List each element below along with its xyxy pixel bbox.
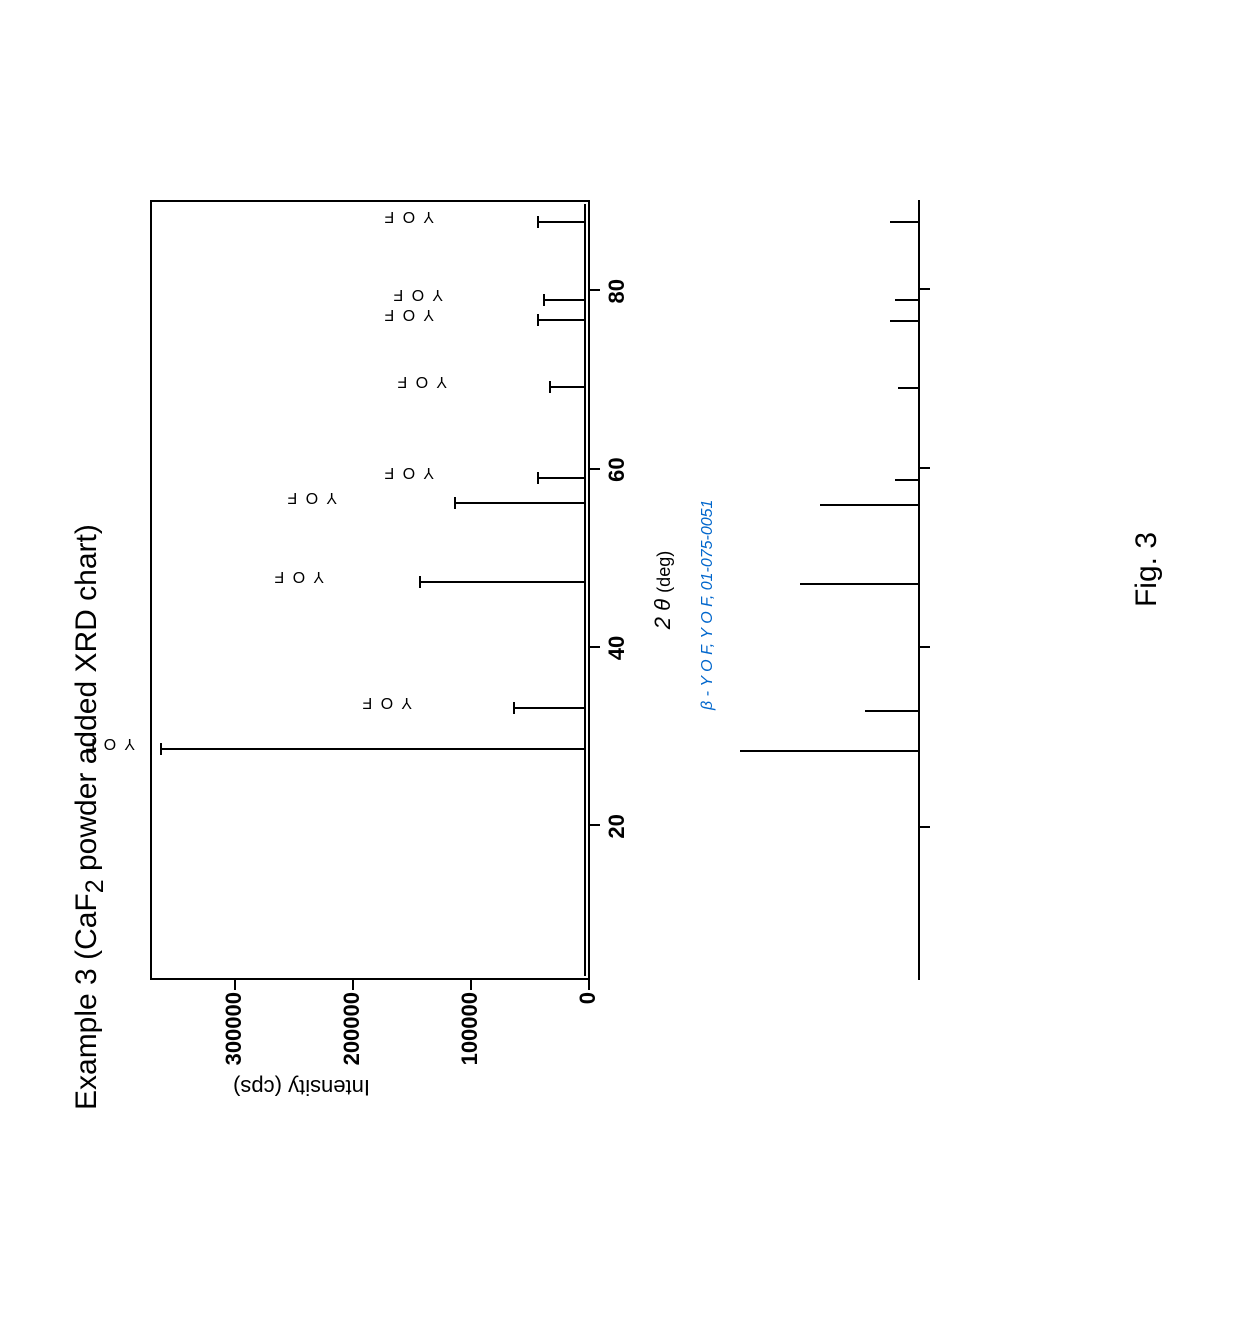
x-tick bbox=[590, 468, 600, 470]
reference-pattern-chart: β - Y O F, Y O F, 01-075-0051 bbox=[720, 200, 920, 980]
peak-marker bbox=[543, 294, 545, 306]
figure-caption: Fig. 3 bbox=[1130, 0, 1164, 1240]
y-tick bbox=[352, 980, 354, 990]
peak-label: Y O F bbox=[391, 285, 443, 303]
x-tick-label: 40 bbox=[604, 636, 630, 660]
xrd-peak bbox=[515, 707, 586, 709]
peak-label: Y O F bbox=[286, 488, 338, 506]
xrd-peak bbox=[456, 502, 586, 504]
title-post: powder added XRD chart) bbox=[70, 524, 103, 879]
xrd-peak bbox=[162, 748, 586, 750]
x-tick bbox=[590, 824, 600, 826]
peak-marker bbox=[160, 743, 162, 755]
peak-label: Y O F bbox=[396, 372, 448, 390]
peak-label: Y O F bbox=[360, 693, 412, 711]
y-tick-label: 200000 bbox=[339, 992, 365, 1065]
reference-baseline bbox=[918, 200, 920, 980]
reference-peak bbox=[898, 387, 920, 389]
y-tick bbox=[470, 980, 472, 990]
peak-label: Y O F bbox=[272, 567, 324, 585]
peak-label: Y O F bbox=[382, 305, 434, 323]
reference-peak bbox=[800, 583, 920, 585]
peak-marker bbox=[537, 216, 539, 228]
reference-x-tick bbox=[920, 288, 930, 290]
peak-marker bbox=[454, 497, 456, 509]
xrd-peak bbox=[539, 221, 586, 223]
peak-label: Y O F bbox=[382, 463, 434, 481]
main-xrd-chart: Y O F Y O F Y O F Y O F Y O F Y O F Y O F Y O F… bbox=[150, 200, 710, 980]
xrd-peak bbox=[539, 319, 586, 321]
peak-label: Y O F bbox=[382, 207, 434, 225]
reference-x-tick bbox=[920, 646, 930, 648]
y-axis-label: Intensity (cps) bbox=[233, 1074, 370, 1100]
reference-peak bbox=[740, 750, 920, 752]
title-pre: Example 3 (CaF bbox=[70, 893, 103, 1110]
y-tick-label: 300000 bbox=[221, 992, 247, 1065]
peak-label: Y O F bbox=[83, 734, 135, 752]
peak-marker bbox=[549, 381, 551, 393]
peak-marker bbox=[513, 702, 515, 714]
xrd-peak bbox=[551, 386, 586, 388]
reference-peak bbox=[890, 320, 920, 322]
reference-x-tick bbox=[920, 826, 930, 828]
rotated-content: Example 3 (CaF2 powder added XRD chart) … bbox=[0, 0, 1240, 1240]
reference-x-tick bbox=[920, 467, 930, 469]
plot-area: Y O F Y O F Y O F Y O F Y O F Y O F Y O F Y O F… bbox=[150, 200, 590, 980]
x-tick-label: 80 bbox=[604, 279, 630, 303]
xrd-peak bbox=[539, 477, 586, 479]
y-tick-label: 100000 bbox=[457, 992, 483, 1065]
reference-peak bbox=[895, 479, 920, 481]
reference-peak bbox=[890, 221, 920, 223]
x-tick-label: 60 bbox=[604, 457, 630, 481]
peak-marker bbox=[537, 472, 539, 484]
y-tick bbox=[588, 980, 590, 990]
reference-peak bbox=[820, 504, 920, 506]
page-title: Example 3 (CaF2 powder added XRD chart) bbox=[70, 524, 110, 1110]
xrd-peak bbox=[421, 581, 586, 583]
reference-peak bbox=[865, 710, 920, 712]
x-axis-label: 2 θ (deg) bbox=[650, 200, 676, 980]
xrd-peak bbox=[545, 299, 586, 301]
peak-marker bbox=[419, 576, 421, 588]
title-sub: 2 bbox=[81, 879, 109, 893]
peak-marker bbox=[537, 314, 539, 326]
page-root: Example 3 (CaF2 powder added XRD chart) … bbox=[0, 0, 1240, 1240]
x-tick-label: 20 bbox=[604, 814, 630, 838]
x-tick bbox=[590, 289, 600, 291]
y-tick-label: 0 bbox=[575, 992, 601, 1004]
x-tick bbox=[590, 646, 600, 648]
reference-peak bbox=[895, 299, 920, 301]
reference-label: β - Y O F, Y O F, 01-075-0051 bbox=[699, 500, 717, 710]
y-tick bbox=[234, 980, 236, 990]
